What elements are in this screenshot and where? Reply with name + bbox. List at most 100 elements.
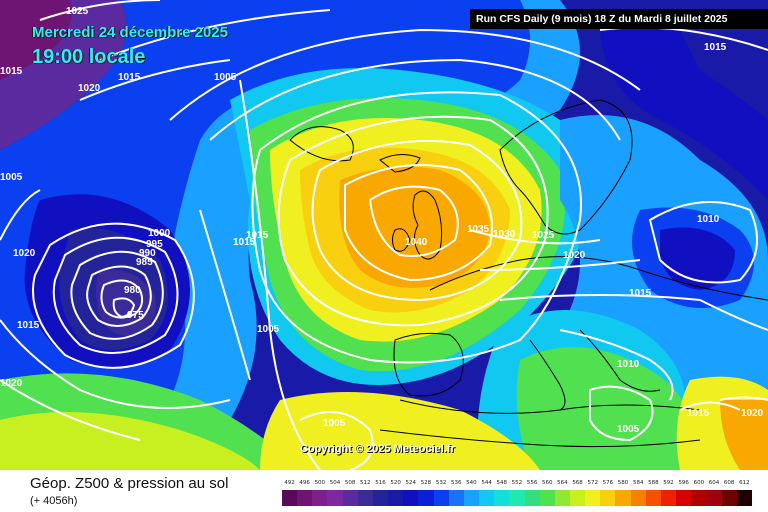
scale-value-label: 528 <box>420 480 432 486</box>
scale-swatch <box>554 490 570 506</box>
isobar-label: 1020 <box>13 248 36 259</box>
isobar-label: 1005 <box>323 418 346 429</box>
isobar-label: 1020 <box>741 408 764 419</box>
isobar-1025 <box>277 115 549 327</box>
scale-value-label: 532 <box>435 480 447 486</box>
scale-swatch <box>600 490 616 506</box>
scale-swatch <box>736 490 752 506</box>
color-scale-labels: 492 496 500 504 508 512 516 520 524 528 532 536 540 5… <box>282 480 752 490</box>
isobar-label: 1010 <box>617 359 640 370</box>
weather-map: 1025 1020 1015 1005 1015 1000 995 990 98… <box>0 0 768 470</box>
isobar-label: 1020 <box>563 250 586 261</box>
scale-value-label: 604 <box>708 480 720 486</box>
isobar-label: 1030 <box>493 229 516 240</box>
isobar-985 <box>86 265 152 327</box>
isobar-1015f <box>679 401 741 411</box>
scale-swatch <box>357 490 373 506</box>
scale-value-label: 612 <box>739 480 750 486</box>
scale-value-label: 540 <box>466 480 477 486</box>
isobar-label: 1010 <box>697 214 720 225</box>
scale-value-label: 516 <box>375 480 386 486</box>
coast-italy <box>529 339 566 411</box>
scale-swatch <box>372 490 389 506</box>
isobar-1025c <box>469 229 601 245</box>
scale-value-label: 588 <box>648 480 659 486</box>
isobar-label: 1015 <box>704 42 727 53</box>
isobar-1020d <box>0 379 141 441</box>
field-ne-darkblue <box>680 20 768 120</box>
isobar-label: 980 <box>124 285 141 296</box>
isobar-1005c <box>589 385 654 442</box>
copyright-notice: Copyright © 2025 Meteociel.fr <box>300 443 455 455</box>
isobar-label: 1040 <box>405 237 428 248</box>
scale-value-label: 536 <box>451 480 462 486</box>
scale-swatch <box>327 490 343 506</box>
isobar-label: 1000 <box>148 228 171 239</box>
scale-swatch <box>448 490 464 506</box>
isobar-label: 1005 <box>257 324 280 335</box>
isobar-label: 1035 <box>467 224 490 235</box>
scale-swatch <box>660 490 677 506</box>
isobar-975 <box>112 297 136 319</box>
isobar-label: 1025 <box>532 230 555 241</box>
scale-value-label: 560 <box>541 480 553 486</box>
scale-value-label: 568 <box>572 480 583 486</box>
field-se-orange <box>720 400 768 470</box>
coast-iberia <box>393 332 464 397</box>
isobar-1020f <box>719 396 768 401</box>
scale-value-label: 608 <box>723 480 735 486</box>
scale-value-label: 500 <box>314 480 326 486</box>
scale-value-label: 544 <box>481 480 492 486</box>
isobar-1020a <box>251 91 582 364</box>
scale-swatch <box>524 490 540 506</box>
isobar-1020e <box>479 259 641 271</box>
coastlines <box>289 99 768 448</box>
isobar-1040 <box>368 185 459 257</box>
scale-value-label: 572 <box>587 480 598 486</box>
scale-value-label: 600 <box>693 480 705 486</box>
isobar-1005a <box>169 28 641 121</box>
legend-subtitle: (+ 4056h) <box>30 495 78 507</box>
isobar-980 <box>100 279 144 319</box>
isobar-label: 990 <box>139 248 156 259</box>
scale-swatch <box>569 490 586 506</box>
coast-europe <box>429 256 768 301</box>
isobar-label: 1015 <box>17 320 40 331</box>
isobar-label: 1005 <box>0 172 23 183</box>
isobar-1030 <box>311 139 523 302</box>
field-south-yellow <box>0 412 260 470</box>
isobar-1025b <box>39 0 161 21</box>
coast-africa <box>379 429 701 448</box>
scale-swatch <box>676 490 692 506</box>
scale-value-label: 584 <box>632 480 644 486</box>
scale-swatch <box>494 490 510 506</box>
scale-swatch <box>645 490 661 506</box>
isobar-1015b <box>79 59 231 101</box>
scale-swatch <box>691 490 707 506</box>
coast-balkans <box>579 329 661 392</box>
isobar-1010b <box>648 201 758 284</box>
isobar-1015d <box>239 79 321 470</box>
scale-value-label: 576 <box>602 480 614 486</box>
isobar-1020c <box>0 189 41 241</box>
scale-value-label: 504 <box>329 480 341 486</box>
forecast-time: 19:00 locale <box>32 46 146 68</box>
isobar-label: 1025 <box>66 6 89 17</box>
scale-value-label: 520 <box>390 480 401 486</box>
scale-value-label: 496 <box>299 480 310 486</box>
scale-swatch <box>388 490 404 506</box>
scale-swatch <box>433 490 449 506</box>
isobar-label: 1015 <box>629 288 652 299</box>
isobar-1005b <box>299 411 374 470</box>
scale-swatch <box>403 490 419 506</box>
isobar-label: 995 <box>146 239 163 250</box>
scale-swatch <box>342 490 358 506</box>
isobar-1015c <box>0 319 231 409</box>
coast-scandinavia <box>499 99 633 235</box>
scale-value-label: 512 <box>360 480 371 486</box>
isobar-label: 1015 <box>246 230 269 241</box>
forecast-date: Mercredi 24 décembre 2025 <box>32 24 228 41</box>
scale-value-label: 508 <box>344 480 356 486</box>
scale-swatch <box>463 490 480 506</box>
scale-value-label: 492 <box>284 480 295 486</box>
